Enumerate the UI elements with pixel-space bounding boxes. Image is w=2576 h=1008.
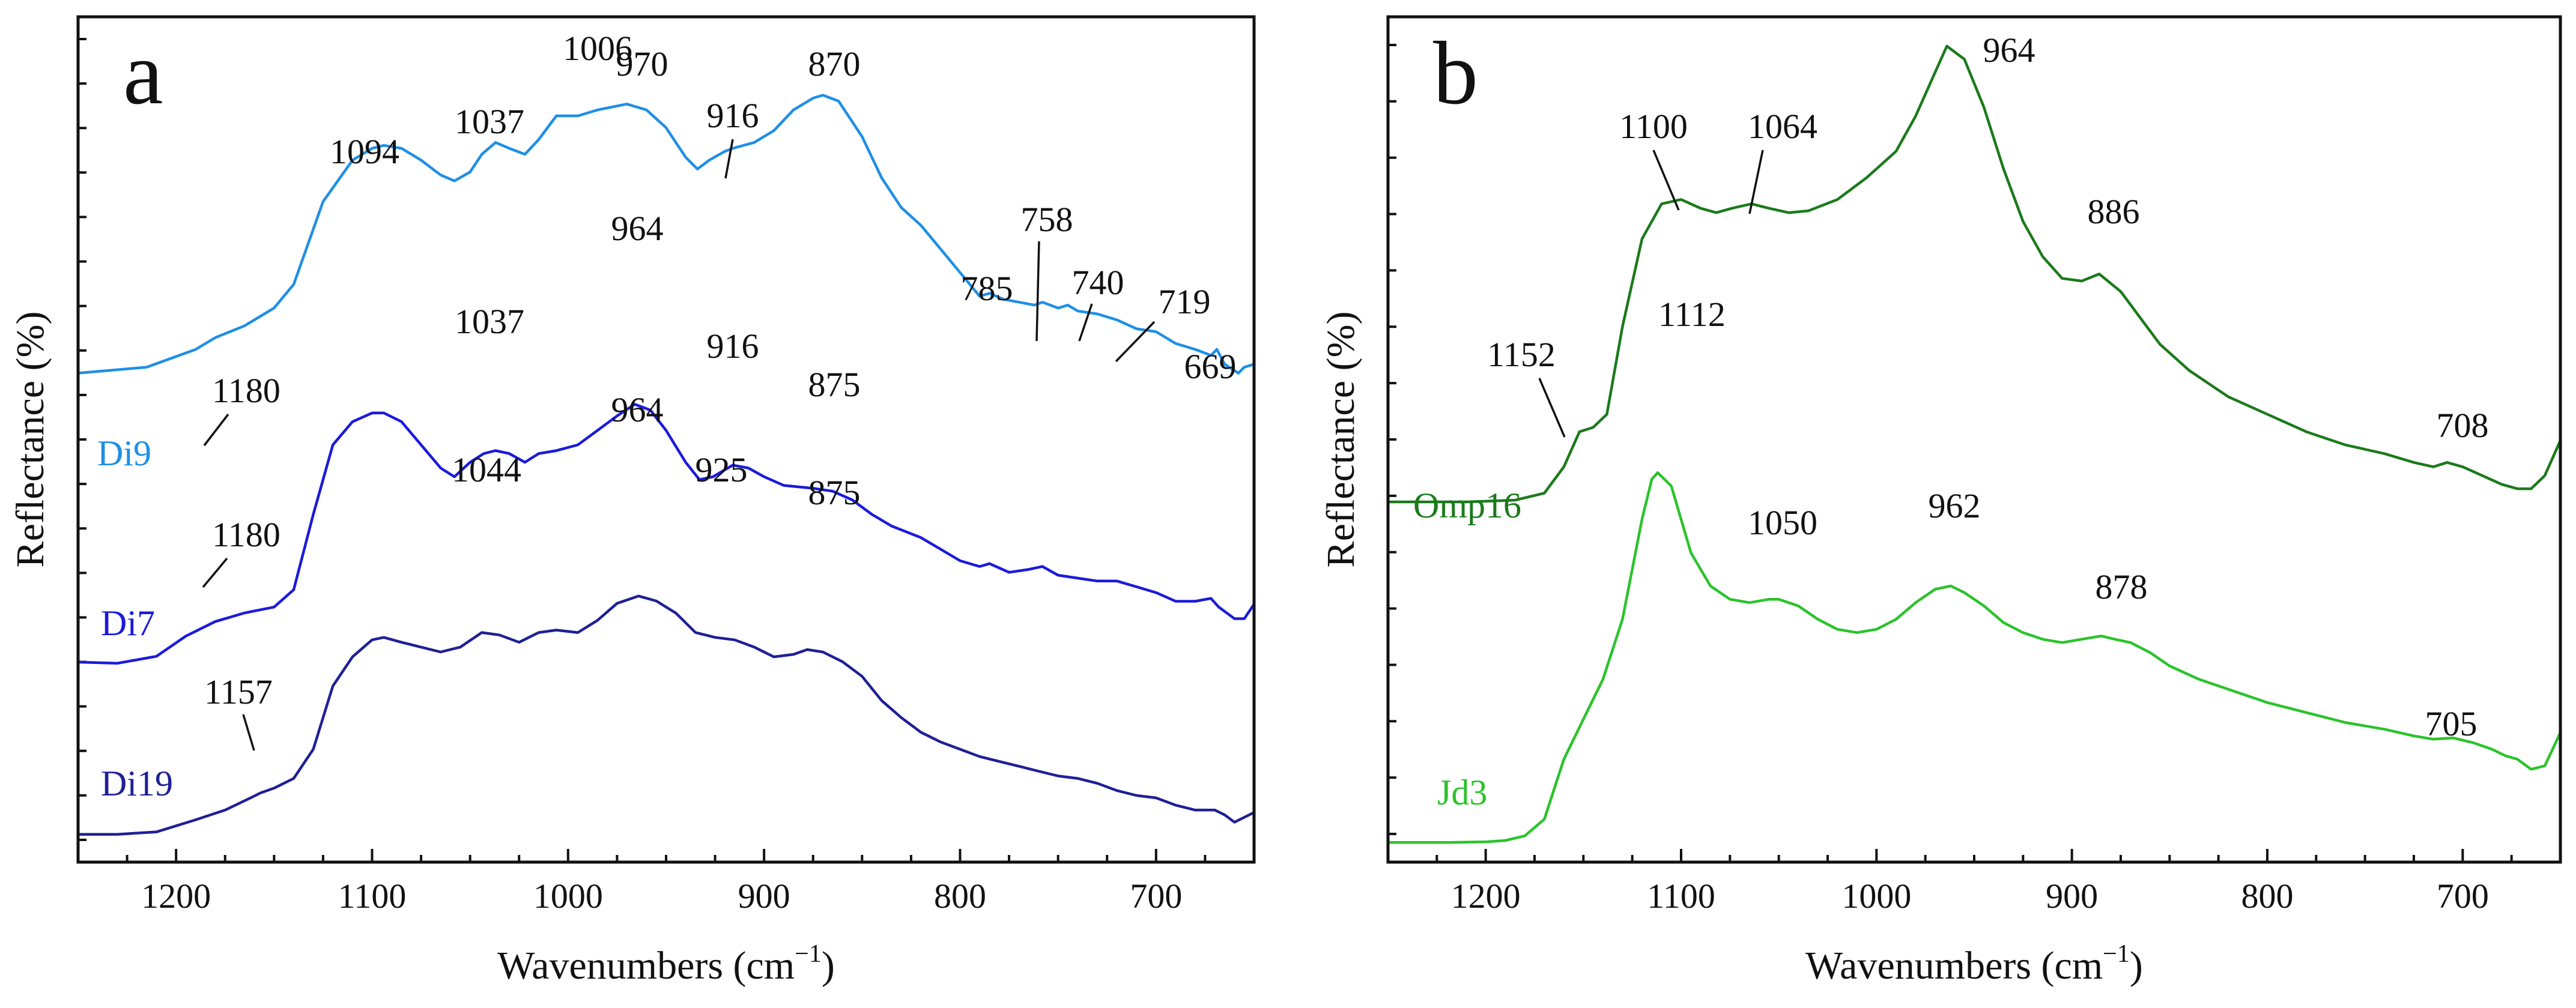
panel-a-x-ticks [77,849,1255,862]
panel-b-frame [1386,15,2562,864]
peak-label: 1050 [1748,503,1817,542]
peak-label: 1152 [1487,335,1556,374]
series-label-jd3: Jd3 [1437,773,1487,812]
series-line-di19 [76,594,1256,836]
x-tick-label: 700 [2437,877,2489,916]
x-tick-label: 1100 [1647,877,1715,916]
peak-label: 669 [1184,347,1237,386]
peak-label: 870 [808,44,861,83]
peak-label: 708 [2437,406,2489,445]
panel-a: 1200 1100 1000 900 800 700 a Reflectance (%) … [8,15,1256,988]
leader-line [1078,303,1093,342]
peak-label: 886 [2088,192,2140,231]
panel-b: 1200 1100 1000 900 800 700 b Reflectance (%) … [1319,15,2562,988]
panel-b-x-axis-title-exponent: −1 [2103,940,2130,968]
peak-label: 925 [696,450,748,489]
panel-a-x-axis-title: Wavenumbers (cm−1) [497,940,835,988]
peak-label: 1094 [330,132,399,171]
leader-line [1652,149,1680,211]
series-line-jd3 [1386,471,2562,844]
panel-b-x-ticks [1387,849,2562,862]
leader-line [1538,378,1566,438]
panel-a-x-axis-title-base: Wavenumbers (cm [497,944,795,988]
peak-label: 964 [611,390,664,429]
x-tick-label: 1000 [533,877,603,916]
peak-label: 758 [1021,200,1073,239]
series-line-omp16 [1386,44,2562,504]
panel-a-x-axis-title-exponent: −1 [795,940,822,968]
peak-label: 962 [1929,486,1981,525]
panel-a-curves [76,94,1256,836]
panel-b-curves [1386,44,2562,844]
peak-label: 970 [616,44,668,83]
peak-label: 916 [707,327,759,366]
peak-label: 875 [808,473,861,512]
series-label-di9: Di9 [97,433,151,473]
panel-a-x-tick-labels: 1200 1100 1000 900 800 700 [141,877,1182,916]
panel-a-y-axis-title: Reflectance (%) [8,312,52,568]
peak-label: 719 [1159,282,1211,321]
x-tick-label: 900 [2046,877,2098,916]
panel-b-x-axis-title-close: ) [2130,944,2143,988]
panel-b-x-axis-title: Wavenumbers (cm−1) [1805,940,2143,988]
panel-a-x-axis-title-close: ) [822,944,835,988]
leader-line [1035,241,1040,342]
peak-label: 1006 [563,29,632,68]
series-label-di7: Di7 [101,603,155,643]
peak-label: 740 [1072,263,1124,302]
peak-label: 785 [961,269,1013,308]
panel-a-frame [76,15,1256,864]
series-line-di7 [76,403,1256,665]
peak-label: 964 [1983,31,2035,70]
leader-line [1748,149,1764,214]
peak-label: 916 [707,96,759,135]
leader-line [203,413,229,447]
x-tick-label: 900 [738,877,790,916]
peak-label: 964 [611,209,664,248]
x-tick-label: 700 [1130,877,1182,916]
peak-label: 1064 [1748,107,1817,146]
x-tick-label: 1000 [1841,877,1911,916]
peak-label: 1180 [212,371,280,410]
panel-b-x-axis-title-base: Wavenumbers (cm [1805,944,2103,988]
x-tick-label: 800 [2241,877,2294,916]
leader-line [242,714,255,751]
panel-b-letter: b [1433,23,1478,123]
x-tick-label: 1200 [141,877,211,916]
leader-line [1115,321,1156,363]
x-tick-label: 1200 [1451,877,1521,916]
peak-label: 1112 [1658,295,1726,334]
peak-label: 1180 [212,515,280,554]
leader-line [202,557,228,588]
x-tick-label: 1100 [338,877,407,916]
peak-label: 1044 [452,450,521,489]
series-label-omp16: Omp16 [1413,486,1521,525]
panel-b-y-axis-title: Reflectance (%) [1319,312,1363,568]
peak-label: 705 [2425,704,2478,743]
peak-label: 1157 [204,672,273,711]
panel-a-letter: a [123,23,163,123]
peak-label: 878 [2096,567,2148,606]
peak-label: 1037 [455,302,524,341]
series-label-di19: Di19 [101,764,173,803]
leader-line [724,139,734,179]
peak-label: 1037 [455,102,524,141]
series-line-di9 [76,94,1256,375]
peak-label: 1100 [1619,107,1688,146]
panel-b-x-tick-labels: 1200 1100 1000 900 800 700 [1451,877,2489,916]
peak-label: 875 [808,365,861,404]
x-tick-label: 800 [934,877,986,916]
